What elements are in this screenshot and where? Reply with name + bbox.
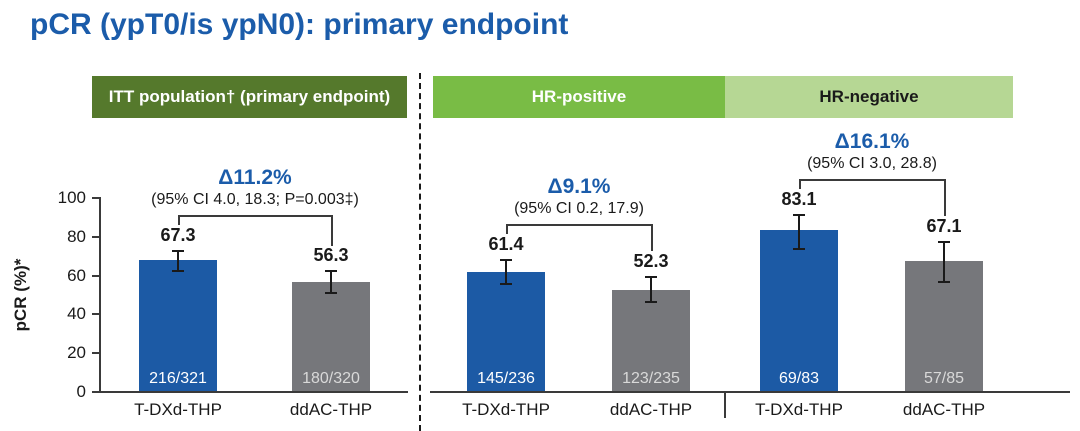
x-axis-line bbox=[430, 391, 1070, 393]
error-bar-cap-top bbox=[500, 259, 512, 261]
bar-value-label: 83.1 bbox=[781, 189, 817, 209]
bar-ddac-thp: 180/320 bbox=[292, 282, 370, 391]
error-bar-line bbox=[798, 215, 800, 248]
y-axis-tick-label: 20 bbox=[67, 343, 86, 362]
y-axis-tick-label: 60 bbox=[67, 266, 86, 285]
error-bar-cap-top bbox=[793, 214, 805, 216]
y-axis-tick-label: 0 bbox=[76, 382, 86, 401]
comparison-bracket-right-drop bbox=[944, 179, 946, 216]
delta-annotation: Δ16.1% bbox=[834, 130, 910, 153]
comparison-bracket bbox=[178, 215, 331, 217]
bar-value-label: 67.3 bbox=[160, 225, 196, 245]
comparison-bracket-right-drop bbox=[651, 224, 653, 251]
delta-annotation: Δ9.1% bbox=[547, 175, 611, 198]
bar-value-label: 56.3 bbox=[313, 245, 349, 265]
y-axis-tick bbox=[92, 352, 99, 354]
comparison-bracket-left-drop bbox=[506, 224, 508, 234]
x-axis-category-label: T-DXd-THP bbox=[134, 400, 222, 419]
error-bar-cap-bottom bbox=[172, 270, 184, 272]
y-axis-tick bbox=[92, 197, 99, 199]
comparison-bracket-right-drop bbox=[331, 215, 333, 246]
x-axis-category-label: ddAC-THP bbox=[289, 400, 373, 419]
bar-t-dxd-thp: 216/321 bbox=[139, 260, 217, 391]
comparison-bracket-left-drop bbox=[799, 179, 801, 189]
y-axis-tick bbox=[92, 313, 99, 315]
bar-t-dxd-thp: 69/83 bbox=[760, 230, 838, 391]
x-axis-category-label: T-DXd-THP bbox=[755, 400, 843, 419]
error-bar-line bbox=[943, 242, 945, 282]
bar-count-label: 180/320 bbox=[302, 370, 360, 387]
error-bar-line bbox=[505, 260, 507, 285]
error-bar-cap-bottom bbox=[325, 292, 337, 294]
y-axis-tick-label: 40 bbox=[67, 304, 86, 323]
error-bar-cap-bottom bbox=[938, 281, 950, 283]
y-axis-tick-label: 80 bbox=[67, 227, 86, 246]
page-title: pCR (ypT0/is ypN0): primary endpoint bbox=[30, 8, 569, 41]
error-bar-line bbox=[650, 277, 652, 302]
error-bar-cap-top bbox=[645, 276, 657, 278]
panel-header-hr-positive: HR-positive bbox=[433, 76, 725, 118]
bar-ddac-thp: 123/235 bbox=[612, 290, 690, 391]
x-axis-category-label: ddAC-THP bbox=[902, 400, 986, 419]
y-axis-tick bbox=[92, 391, 99, 393]
x-axis-category-label: ddAC-THP bbox=[609, 400, 693, 419]
error-bar-cap-top bbox=[172, 250, 184, 252]
panel-separator-dashed-line bbox=[419, 73, 421, 431]
bar-value-label: 61.4 bbox=[488, 234, 524, 254]
bar-count-label: 145/236 bbox=[477, 370, 535, 387]
y-axis-line bbox=[99, 197, 101, 393]
bar-count-label: 57/85 bbox=[923, 370, 965, 387]
x-axis-category-label: T-DXd-THP bbox=[462, 400, 550, 419]
error-bar-cap-bottom bbox=[793, 248, 805, 250]
y-axis-tick-label: 100 bbox=[57, 188, 86, 207]
comparison-bracket bbox=[506, 224, 651, 226]
bar-count-label: 69/83 bbox=[778, 370, 820, 387]
comparison-bracket bbox=[799, 179, 944, 181]
bar-count-label: 216/321 bbox=[149, 370, 207, 387]
bar-count-label: 123/235 bbox=[622, 370, 680, 387]
bar-value-label: 52.3 bbox=[633, 251, 669, 271]
panel-header-itt: ITT population† (primary endpoint) bbox=[92, 76, 407, 118]
error-bar-cap-bottom bbox=[645, 301, 657, 303]
error-bar-cap-top bbox=[938, 241, 950, 243]
y-axis-title: pCR (%)* bbox=[11, 258, 30, 332]
error-bar-line bbox=[177, 251, 179, 271]
bar-value-label: 67.1 bbox=[926, 216, 962, 236]
y-axis-tick bbox=[92, 236, 99, 238]
error-bar-cap-bottom bbox=[500, 283, 512, 285]
bar-t-dxd-thp: 145/236 bbox=[467, 272, 545, 391]
delta-annotation: Δ11.2% bbox=[218, 166, 292, 189]
ci-annotation: (95% CI 0.2, 17.9) bbox=[514, 200, 644, 217]
ci-annotation: (95% CI 3.0, 28.8) bbox=[807, 155, 937, 172]
ci-annotation: (95% CI 4.0, 18.3; P=0.003‡) bbox=[151, 191, 359, 208]
comparison-bracket-left-drop bbox=[178, 215, 180, 225]
hr-group-divider-tick bbox=[724, 391, 726, 418]
error-bar-line bbox=[330, 271, 332, 293]
y-axis-tick bbox=[92, 275, 99, 277]
x-axis-line bbox=[100, 391, 408, 393]
panel-header-hr-negative: HR-negative bbox=[725, 76, 1013, 118]
error-bar-cap-top bbox=[325, 270, 337, 272]
